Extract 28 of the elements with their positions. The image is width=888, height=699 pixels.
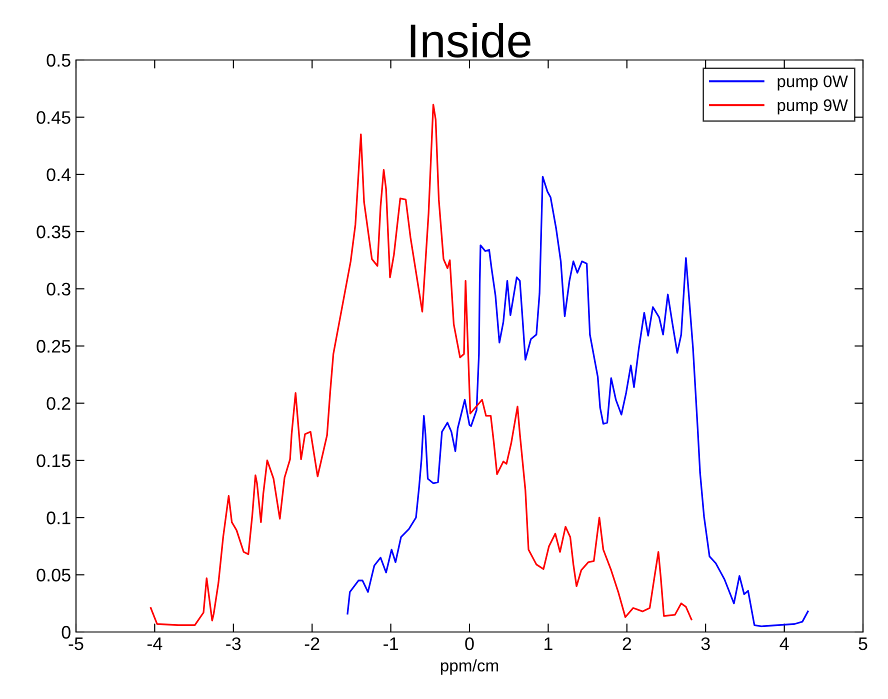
- x-tick-label: 1: [544, 638, 552, 650]
- y-tick-label: 0.2: [46, 397, 70, 410]
- x-tick-label: 2: [622, 637, 632, 650]
- y-tick-label: 0.45: [36, 111, 70, 124]
- y-tick-label: 0.05: [36, 568, 70, 582]
- y-tick-label: 0.3: [46, 282, 70, 296]
- y-tick-label: 0.4: [46, 168, 71, 182]
- x-tick-label: 4: [780, 638, 789, 650]
- y-tick-label: 0.15: [36, 454, 70, 468]
- line-series: [150, 104, 692, 626]
- x-tick-label: 3: [701, 637, 710, 650]
- x-tick-label: -2: [304, 637, 320, 650]
- y-tick-label: 0.5: [46, 54, 70, 67]
- x-tick-label: -3: [226, 637, 241, 650]
- line-series: [346, 176, 809, 628]
- legend-label: pump 9W: [778, 99, 848, 114]
- y-tick-label: 0.35: [36, 226, 70, 238]
- y-tick-label: 0.25: [36, 340, 70, 353]
- chart-title: Inside: [410, 23, 530, 58]
- x-tick-label: -1: [384, 638, 398, 650]
- x-axis-title: ppm/cm: [440, 659, 498, 675]
- y-tick-label: 0: [62, 626, 70, 639]
- x-tick-label: -4: [147, 638, 162, 650]
- legend-label: pump 0W: [778, 75, 848, 91]
- x-tick-label: -5: [68, 638, 84, 650]
- x-tick-label: 0: [465, 637, 474, 650]
- x-tick-label: 5: [858, 638, 868, 650]
- y-tick-label: 0.1: [46, 512, 70, 524]
